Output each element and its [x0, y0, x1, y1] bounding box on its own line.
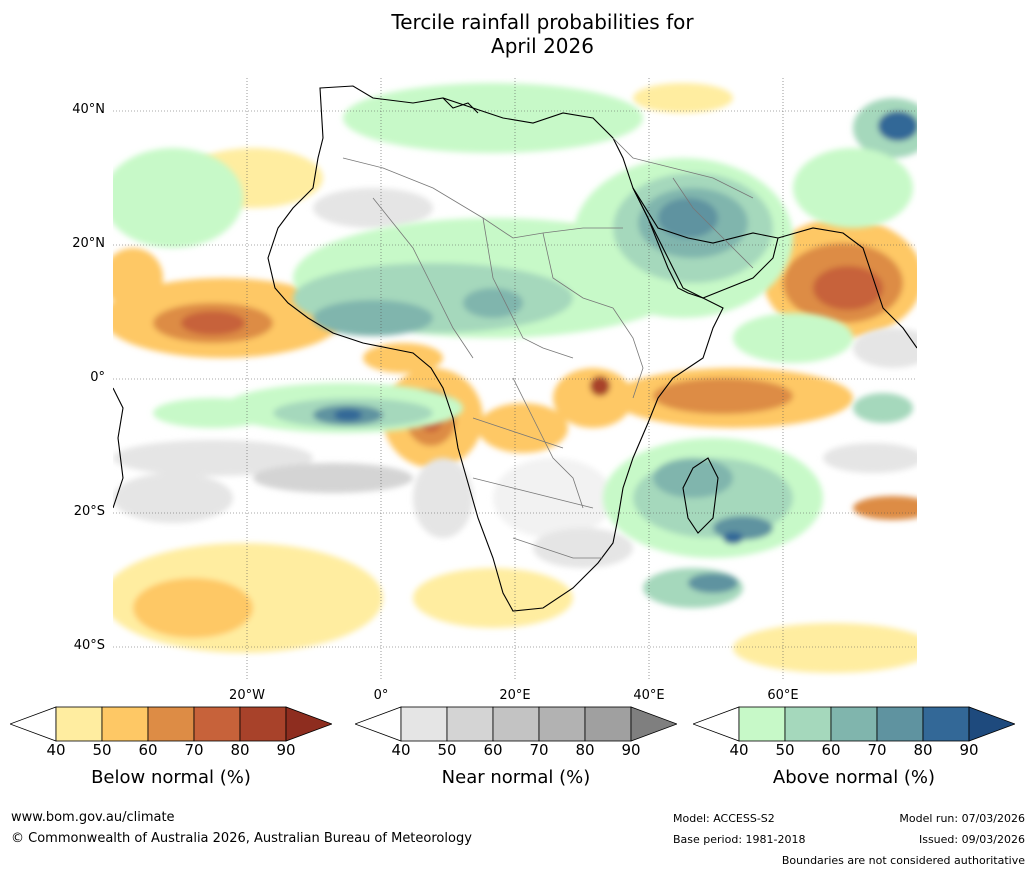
colorbar-near-segment — [446, 706, 494, 742]
colorbar-above-segment — [922, 706, 970, 742]
title-line-2: April 2026 — [491, 34, 594, 58]
colorbar-below-tick: 80 — [230, 741, 250, 759]
colorbar-below-segment — [55, 706, 103, 742]
colorbar-above-under-triangle — [693, 706, 740, 742]
colorbar-above-segment — [876, 706, 924, 742]
colorbar-near-tick: 60 — [483, 741, 503, 759]
colorbar-above-normal: 40 50 60 70 80 90 Above normal (%) — [693, 705, 1015, 805]
near-normal-regions — [113, 188, 917, 568]
colorbar-above-tick: 90 — [959, 741, 979, 759]
colorbar-near-segment — [400, 706, 448, 742]
colorbar-below-under-triangle — [10, 706, 57, 742]
footer-base-period: Base period: 1981-2018 — [673, 833, 806, 846]
colorbar-above-over-triangle — [968, 706, 1015, 742]
colorbar-below-graphic — [10, 706, 332, 742]
lat-label-0: 0° — [90, 370, 105, 385]
lat-label-40s: 40°S — [73, 638, 105, 653]
colorbar-below-segment — [101, 706, 149, 742]
colorbar-above-tick: 70 — [867, 741, 887, 759]
below-normal-regions — [113, 83, 917, 673]
colorbar-below-segment — [193, 706, 241, 742]
graticule — [113, 78, 917, 681]
colorbar-above-tick: 60 — [821, 741, 841, 759]
colorbar-near-segment — [584, 706, 632, 742]
lat-label-20n: 20°N — [72, 236, 105, 251]
colorbar-below-normal: 40 50 60 70 80 90 Below normal (%) — [10, 705, 332, 805]
colorbar-above-title: Above normal (%) — [772, 767, 936, 788]
colorbar-near-under-triangle — [355, 706, 402, 742]
colorbar-above-segment — [784, 706, 832, 742]
colorbar-above-graphic — [693, 706, 1015, 742]
lon-label-20w: 20°W — [229, 688, 265, 703]
footer-issued: Issued: 09/03/2026 — [918, 833, 1025, 846]
colorbar-below-title: Below normal (%) — [91, 767, 251, 788]
footer-url: www.bom.gov.au/climate — [11, 810, 175, 825]
colorbar-above-tick: 40 — [729, 741, 749, 759]
probability-map — [113, 78, 917, 681]
colorbar-above-tick: 80 — [913, 741, 933, 759]
map-title: Tercile rainfall probabilities for April… — [0, 10, 1035, 58]
colorbar-below-tick: 60 — [138, 741, 158, 759]
colorbar-above-segment — [738, 706, 786, 742]
colorbar-near-over-triangle — [630, 706, 677, 742]
colorbar-near-segment — [538, 706, 586, 742]
colorbar-below-segment — [147, 706, 195, 742]
footer-model-run: Model run: 07/03/2026 — [899, 812, 1025, 825]
colorbar-near-segment — [492, 706, 540, 742]
lon-label-20e: 20°E — [499, 688, 531, 703]
footer-copyright: © Commonwealth of Australia 2026, Austra… — [11, 831, 472, 846]
colorbar-below-segment — [239, 706, 287, 742]
colorbar-near-title: Near normal (%) — [441, 767, 591, 788]
footer-model: Model: ACCESS-S2 — [673, 812, 775, 825]
colorbar-above-tick: 50 — [775, 741, 795, 759]
colorbar-below-tick: 90 — [276, 741, 296, 759]
colorbar-below-tick: 40 — [46, 741, 66, 759]
colorbar-near-tick: 70 — [529, 741, 549, 759]
colorbar-near-tick: 40 — [391, 741, 411, 759]
colorbar-below-over-triangle — [285, 706, 332, 742]
colorbar-near-tick: 90 — [621, 741, 641, 759]
colorbar-below-tick: 50 — [92, 741, 112, 759]
colorbar-near-tick: 80 — [575, 741, 595, 759]
lon-label-0: 0° — [373, 688, 389, 703]
title-line-1: Tercile rainfall probabilities for — [391, 10, 694, 34]
colorbar-near-graphic — [355, 706, 677, 742]
map-canvas — [113, 78, 917, 681]
colorbar-near-normal: 40 50 60 70 80 90 Near normal (%) — [355, 705, 677, 805]
footer-disclaimer: Boundaries are not considered authoritat… — [781, 854, 1025, 867]
colorbar-above-segment — [830, 706, 878, 742]
coastlines — [113, 85, 917, 612]
lon-label-40e: 40°E — [633, 688, 665, 703]
country-borders — [342, 137, 754, 559]
colorbar-below-tick: 70 — [184, 741, 204, 759]
lat-label-40n: 40°N — [72, 102, 105, 117]
colorbar-near-tick: 50 — [437, 741, 457, 759]
lat-label-20s: 20°S — [73, 504, 105, 519]
lon-label-60e: 60°E — [767, 688, 799, 703]
